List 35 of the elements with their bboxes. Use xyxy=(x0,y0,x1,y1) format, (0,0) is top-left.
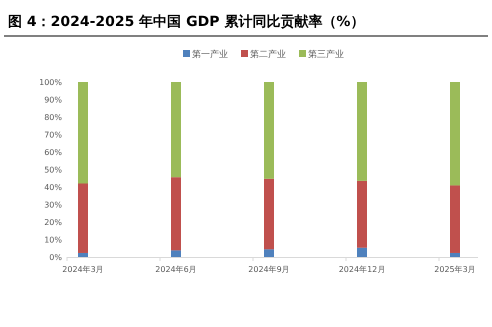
bar xyxy=(78,82,88,184)
x-tick-label: 2025年3月 xyxy=(434,265,476,274)
bar xyxy=(357,82,367,181)
y-tick-label: 50% xyxy=(44,166,62,174)
legend-label: 第二产业 xyxy=(250,49,286,60)
x-tick-label: 2024年6月 xyxy=(155,265,197,274)
x-tick-label: 2024年9月 xyxy=(248,265,290,274)
bar xyxy=(171,177,181,250)
bar xyxy=(357,180,367,248)
legend-label: 第一产业 xyxy=(192,49,228,60)
legend-label: 第三产业 xyxy=(308,49,344,60)
bar xyxy=(264,178,274,250)
y-tick-label: 70% xyxy=(44,130,62,140)
title: 图 4：2024-2025 年中国 GDP 累计同比贡献率（%） xyxy=(8,14,364,30)
bar xyxy=(450,252,460,257)
bar xyxy=(450,185,460,253)
bar xyxy=(171,82,181,178)
bar xyxy=(357,248,367,257)
bar xyxy=(264,249,274,257)
y-tick-label: 60% xyxy=(44,148,62,157)
y-tick-label: 40% xyxy=(44,183,62,192)
y-tick-label: 0% xyxy=(49,253,62,262)
bar xyxy=(78,184,88,253)
x-tick-label: 2024年12月 xyxy=(338,265,386,274)
y-tick-label: 100% xyxy=(39,78,62,87)
y-tick-label: 30% xyxy=(44,200,62,210)
x-tick-label: 2024年3月 xyxy=(62,265,104,274)
y-tick-label: 90% xyxy=(44,96,62,104)
bar xyxy=(78,252,88,257)
y-tick-label: 80% xyxy=(44,113,62,122)
bar xyxy=(450,82,460,186)
bar xyxy=(264,82,274,179)
y-tick-label: 10% xyxy=(44,236,62,244)
bar xyxy=(171,250,181,257)
y-tick-label: 20% xyxy=(44,218,62,227)
